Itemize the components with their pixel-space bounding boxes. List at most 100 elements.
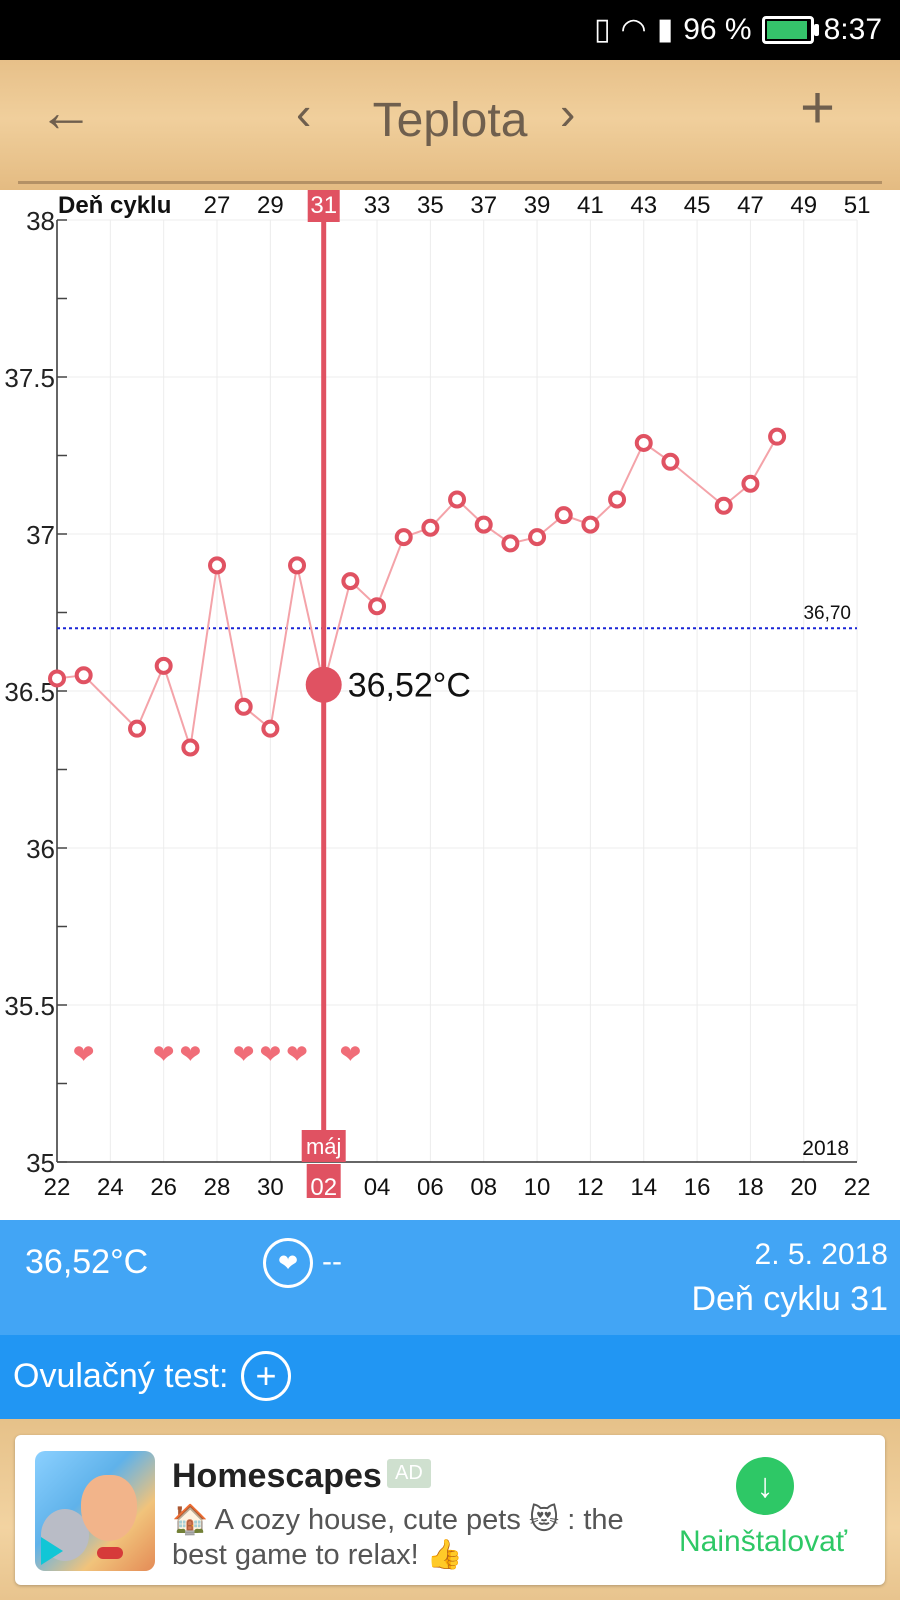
- data-point: [554, 506, 573, 525]
- data-point: [181, 738, 200, 757]
- heart-icon[interactable]: ❤: [263, 1238, 313, 1288]
- top-tick-label: 45: [684, 192, 711, 219]
- clock: 8:37: [823, 12, 882, 46]
- ad-bowtie-shape: [97, 1547, 123, 1559]
- top-tick-label: 51: [844, 192, 871, 219]
- y-tick-label: 37: [26, 520, 55, 550]
- bottom-tick-label: 04: [364, 1174, 391, 1201]
- data-point: [154, 656, 173, 675]
- bottom-tick-label: 16: [684, 1174, 711, 1201]
- year-label: 2018: [802, 1137, 849, 1160]
- selected-temperature: 36,52°C: [25, 1243, 149, 1281]
- heart-icon: ❤: [286, 1040, 308, 1070]
- data-point: [768, 427, 787, 446]
- bottom-tick-label: 22: [844, 1174, 871, 1201]
- reference-label: 36,70: [803, 603, 851, 624]
- data-point: [741, 474, 760, 493]
- data-point: [288, 556, 307, 575]
- battery-fill: [766, 20, 807, 39]
- data-point: [261, 719, 280, 738]
- data-point: [394, 528, 413, 547]
- ovulation-test-label: Ovulačný test:: [13, 1357, 229, 1395]
- ad-text: 🏠 A cozy house, cute pets 😻 : the best g…: [172, 1504, 624, 1571]
- month-badge: [301, 1130, 346, 1162]
- bottom-tick-label: 02: [310, 1174, 337, 1201]
- toolbar-divider: [18, 181, 882, 184]
- temperature-chart-svg[interactable]: 35 35.5 36 36.5 37 37.5 38 36,70 Deň cyklu 27 29 31…: [0, 190, 900, 1220]
- bottom-tick-label: 30: [257, 1174, 284, 1201]
- data-point: [234, 697, 253, 716]
- top-tick-label: 37: [470, 192, 497, 219]
- heart-icon: ❤: [179, 1040, 201, 1070]
- add-ovulation-test-icon[interactable]: +: [241, 1351, 291, 1401]
- ad-play-icon: [41, 1537, 63, 1565]
- toolbar: ← ‹ Teplota › +: [0, 60, 900, 190]
- top-tick-label: 33: [364, 192, 391, 219]
- install-button[interactable]: Nainštalovať: [679, 1525, 848, 1558]
- data-point: [74, 666, 93, 685]
- temperature-series-line: [56, 436, 778, 748]
- chevron-right-icon[interactable]: ›: [560, 87, 576, 139]
- bottom-tick-label: 26: [150, 1174, 177, 1201]
- y-tick-label: 38: [26, 206, 55, 236]
- data-point: [368, 597, 387, 616]
- ovulation-test-row[interactable]: Ovulačný test: +: [0, 1335, 900, 1419]
- top-tick-label: 49: [790, 192, 817, 219]
- data-point: [474, 515, 493, 534]
- bottom-tick-label: 06: [417, 1174, 444, 1201]
- plus-icon[interactable]: +: [800, 74, 836, 141]
- data-point: [661, 452, 680, 471]
- bottom-tick-label: 12: [577, 1174, 604, 1201]
- bottom-tick-label: 28: [204, 1174, 231, 1201]
- top-tick-label: 43: [630, 192, 657, 219]
- top-axis-label: Deň cyklu: [58, 192, 171, 219]
- ad-area: Homescapes AD 🏠 A cozy house, cute pets …: [0, 1419, 900, 1600]
- battery-icon: [761, 15, 819, 44]
- heart-icon: ❤: [73, 1040, 95, 1070]
- heart-icon: ❤: [259, 1040, 281, 1070]
- data-point: [528, 528, 547, 547]
- vibrate-icon: ▯: [594, 13, 611, 46]
- top-tick-label: 27: [204, 192, 231, 219]
- y-tick-label: 37.5: [4, 363, 55, 393]
- cycle-day: Deň cyklu 31: [691, 1280, 888, 1318]
- month-label: máj: [306, 1134, 341, 1159]
- top-tick-label: 35: [417, 192, 444, 219]
- top-tick-label: 47: [737, 192, 764, 219]
- data-point: [608, 490, 627, 509]
- data-point: [581, 515, 600, 534]
- bottom-tick-label: 22: [44, 1174, 71, 1201]
- chevron-left-icon[interactable]: ‹: [296, 87, 312, 139]
- page-title: Teplota: [372, 94, 528, 147]
- data-point: [421, 518, 440, 537]
- top-tick-label: 31: [310, 192, 337, 219]
- ad-banner[interactable]: Homescapes AD 🏠 A cozy house, cute pets …: [15, 1435, 885, 1585]
- data-point: [208, 556, 227, 575]
- ad-title[interactable]: Homescapes: [172, 1457, 382, 1495]
- bottom-tick-label: 10: [524, 1174, 551, 1201]
- top-tick-label: 41: [577, 192, 604, 219]
- y-tick-label: 35: [26, 1148, 55, 1178]
- heart-icon: ❤: [339, 1040, 361, 1070]
- data-point: [448, 490, 467, 509]
- selected-date: 2. 5. 2018: [754, 1238, 888, 1271]
- temperature-chart[interactable]: 35 35.5 36 36.5 37 37.5 38 36,70 Deň cyklu 27 29 31…: [0, 190, 900, 1220]
- ad-character-shape: [81, 1475, 137, 1541]
- ad-badge: AD: [387, 1459, 431, 1488]
- selected-data-point: [305, 666, 342, 703]
- y-tick-label: 36.5: [4, 677, 55, 707]
- info-bar[interactable]: 36,52°C ❤ -- 2. 5. 2018 Deň cyklu 31: [0, 1220, 900, 1335]
- selected-day-badge: [307, 190, 340, 222]
- download-icon[interactable]: ↓: [736, 1457, 794, 1515]
- ad-game-image[interactable]: [35, 1451, 155, 1571]
- data-point: [48, 669, 66, 688]
- heart-icon: ❤: [153, 1040, 175, 1070]
- bottom-tick-label: 08: [470, 1174, 497, 1201]
- wifi-icon: ◠: [620, 13, 647, 46]
- arrow-left-icon[interactable]: ←: [38, 80, 94, 143]
- data-point: [341, 572, 360, 591]
- selected-value-label: 36,52°C: [348, 667, 471, 705]
- bottom-tick-label: 20: [790, 1174, 817, 1201]
- status-bar: ▯ ◠ ▮ 96 % 8:37: [0, 0, 900, 60]
- y-tick-label: 35.5: [4, 991, 55, 1021]
